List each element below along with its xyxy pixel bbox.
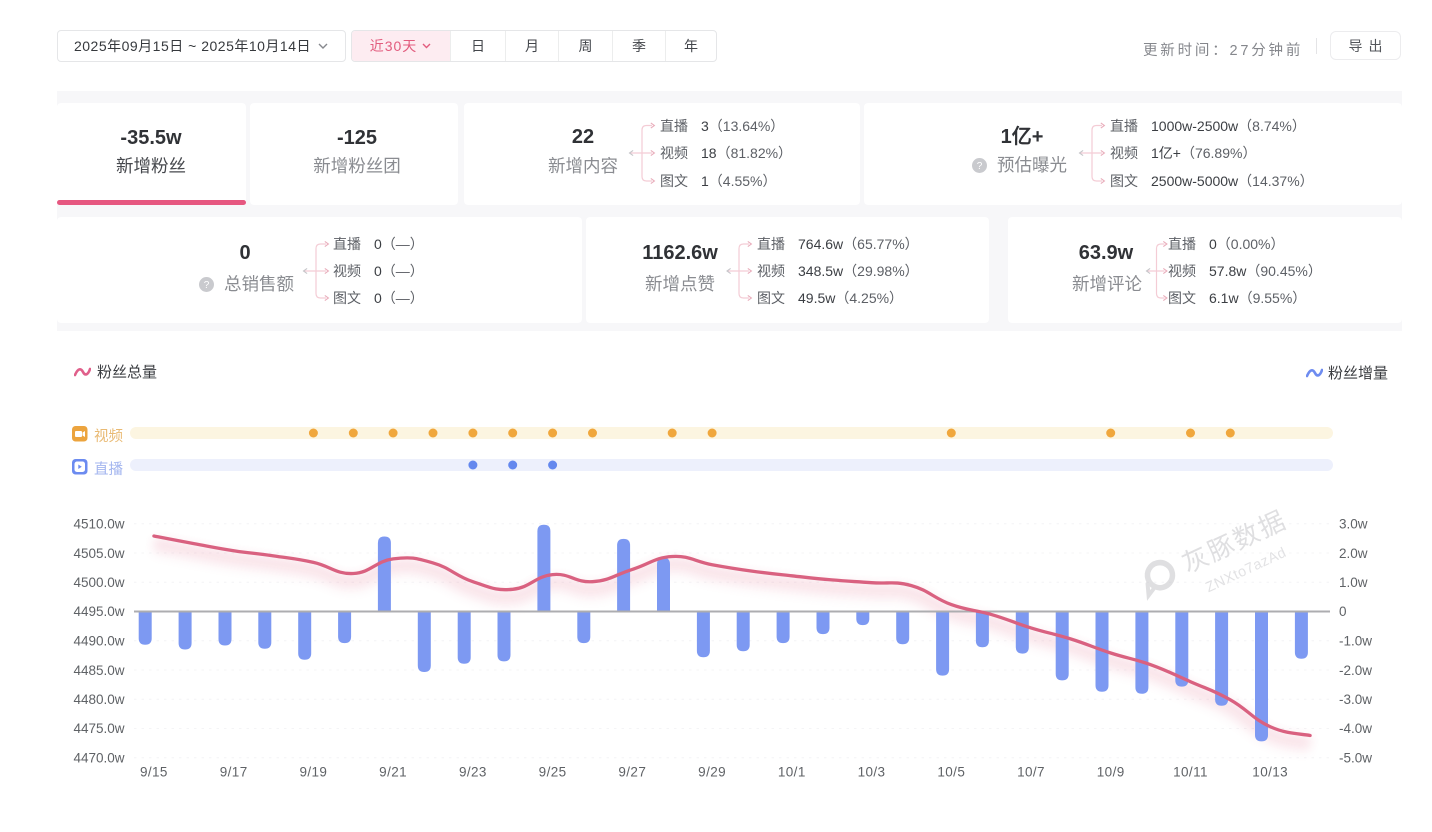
svg-text:10/7: 10/7: [1017, 765, 1045, 780]
svg-text:4485.0w: 4485.0w: [73, 663, 124, 678]
svg-text:-2.0w: -2.0w: [1339, 663, 1372, 678]
svg-text:10/1: 10/1: [778, 765, 806, 780]
svg-text:9/29: 9/29: [698, 765, 726, 780]
svg-text:4500.0w: 4500.0w: [73, 575, 124, 590]
svg-text:4495.0w: 4495.0w: [73, 604, 124, 619]
svg-text:9/19: 9/19: [299, 765, 327, 780]
svg-text:2.0w: 2.0w: [1339, 546, 1368, 561]
svg-text:-4.0w: -4.0w: [1339, 721, 1372, 736]
svg-text:0: 0: [1339, 604, 1347, 619]
svg-text:-5.0w: -5.0w: [1339, 751, 1372, 766]
svg-text:9/15: 9/15: [140, 765, 168, 780]
svg-text:1.0w: 1.0w: [1339, 575, 1368, 590]
svg-text:4480.0w: 4480.0w: [73, 692, 124, 707]
svg-text:9/25: 9/25: [539, 765, 567, 780]
svg-text:?: ?: [977, 161, 983, 172]
svg-text:-1.0w: -1.0w: [1339, 634, 1372, 649]
svg-text:3.0w: 3.0w: [1339, 517, 1368, 532]
svg-text:4490.0w: 4490.0w: [73, 634, 124, 649]
svg-text:10/3: 10/3: [858, 765, 886, 780]
svg-text:9/17: 9/17: [220, 765, 248, 780]
svg-text:10/5: 10/5: [937, 765, 965, 780]
svg-text:4475.0w: 4475.0w: [73, 721, 124, 736]
svg-text:4505.0w: 4505.0w: [73, 546, 124, 561]
svg-text:9/21: 9/21: [379, 765, 407, 780]
svg-text:?: ?: [204, 280, 210, 291]
svg-text:9/27: 9/27: [618, 765, 646, 780]
svg-text:9/23: 9/23: [459, 765, 487, 780]
svg-text:4510.0w: 4510.0w: [73, 517, 124, 532]
svg-text:10/9: 10/9: [1097, 765, 1125, 780]
svg-text:-3.0w: -3.0w: [1339, 692, 1372, 707]
svg-text:10/11: 10/11: [1173, 765, 1208, 780]
svg-text:4470.0w: 4470.0w: [73, 751, 124, 766]
svg-text:10/13: 10/13: [1252, 765, 1288, 780]
